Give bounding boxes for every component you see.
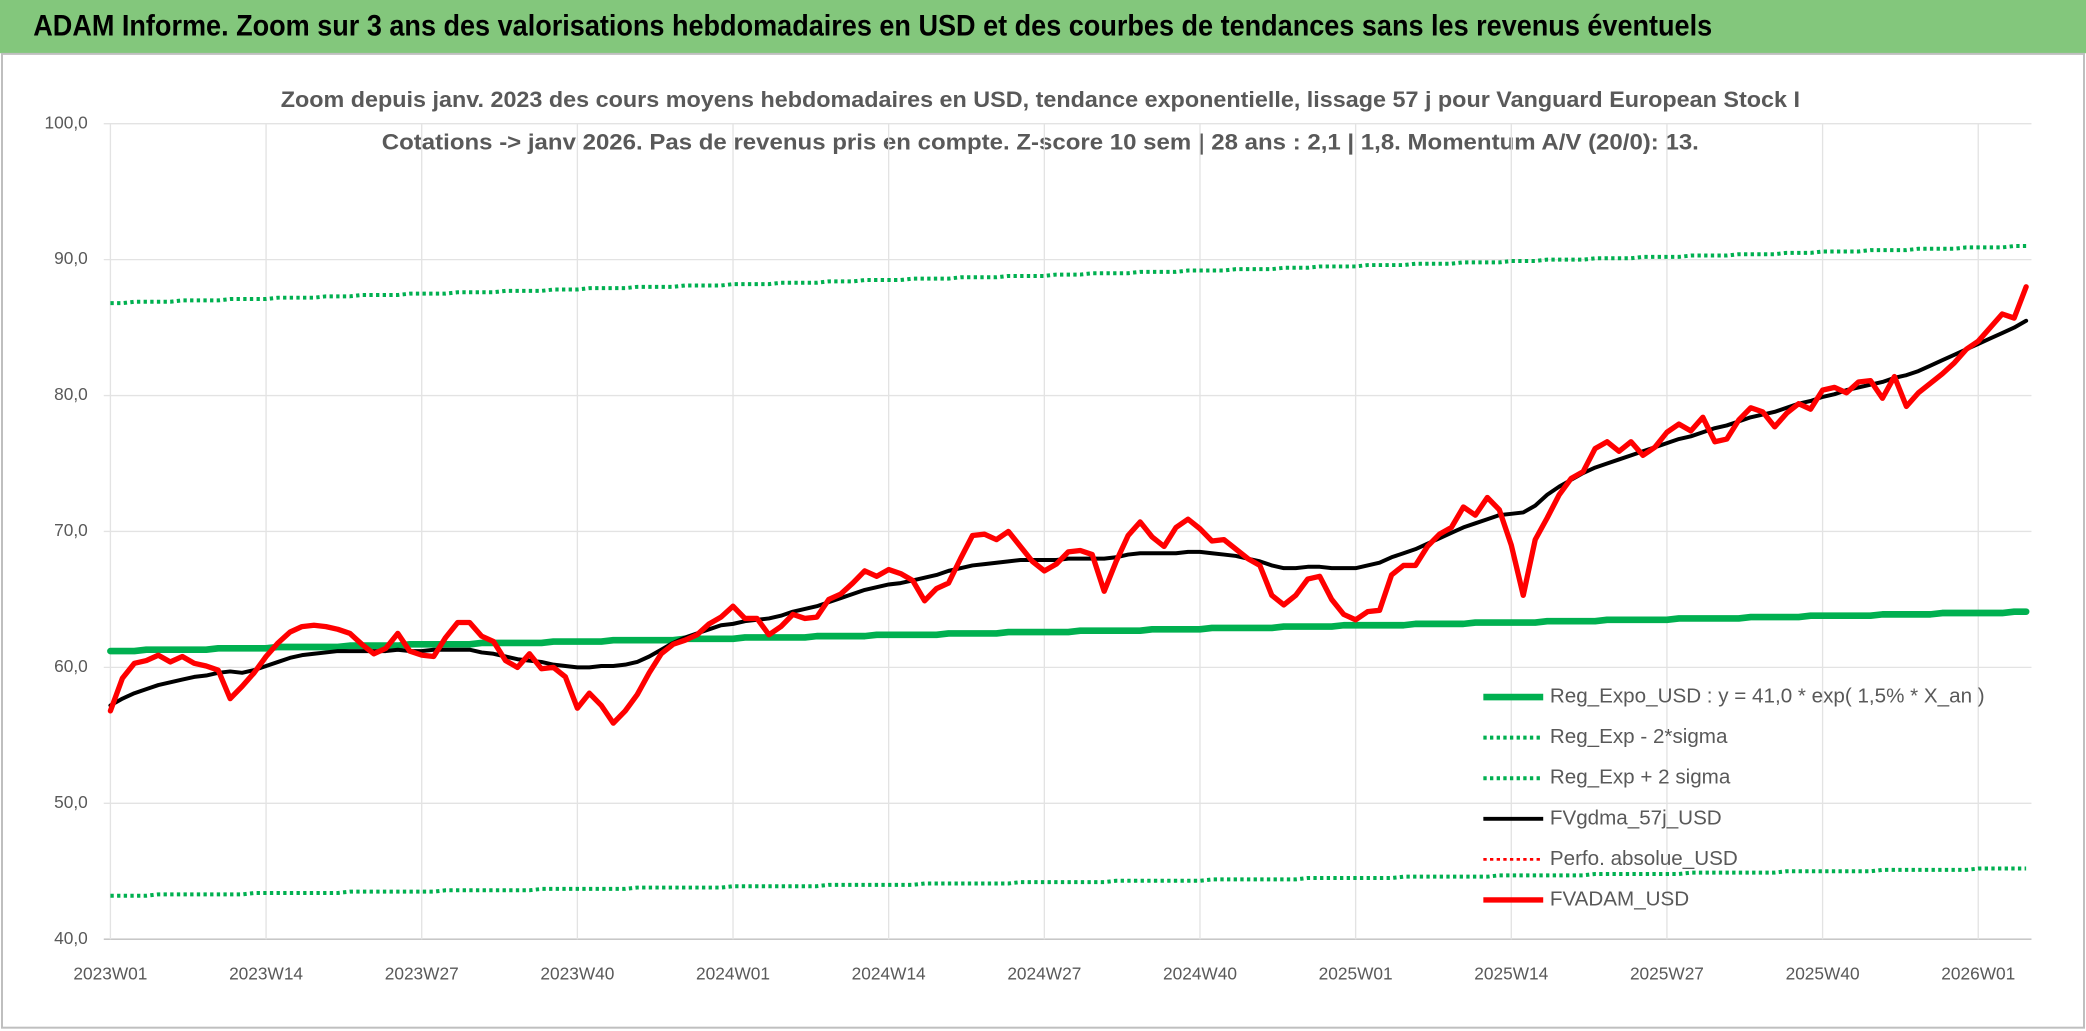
legend-label: Reg_Exp - 2*sigma	[1550, 725, 1728, 748]
series-line	[110, 866, 2027, 898]
x-tick-label: 2024W01	[696, 964, 770, 984]
legend-label: Perfo. absolue_USD	[1550, 847, 1738, 870]
chart-frame	[0, 52, 2086, 1029]
y-tick-label: 80,0	[54, 384, 88, 404]
legend-label: FVADAM_USD	[1550, 887, 1689, 910]
y-tick-label: 40,0	[54, 928, 88, 948]
x-tick-label: 2025W40	[1786, 964, 1860, 984]
series-line	[107, 608, 2030, 655]
x-tick-label: 2023W27	[385, 964, 459, 984]
x-tick-label: 2024W14	[852, 964, 926, 984]
legend-label: Reg_Exp + 2 sigma	[1550, 766, 1731, 789]
y-tick-label: 50,0	[54, 792, 88, 812]
series-line	[110, 244, 2027, 306]
legend-label: Reg_Expo_USD : y = 41,0 * exp( 1,5% * X_…	[1550, 685, 1985, 708]
x-tick-label: 2023W40	[540, 964, 614, 984]
plot-area	[107, 244, 2030, 898]
y-tick-label: 70,0	[54, 520, 88, 540]
x-tick-label: 2025W14	[1474, 964, 1548, 984]
x-tick-label: 2023W14	[229, 964, 303, 984]
header-bar	[0, 0, 2086, 54]
x-tick-label: 2024W27	[1007, 964, 1081, 984]
legend: Reg_Expo_USD : y = 41,0 * exp( 1,5% * X_…	[1483, 685, 1985, 910]
x-tick-label: 2024W40	[1163, 964, 1237, 984]
chart-subtitle: Cotations -> janv 2026. Pas de revenus p…	[382, 130, 1699, 155]
legend-label: FVgdma_57j_USD	[1550, 806, 1722, 829]
x-tick-label: 2025W01	[1319, 964, 1393, 984]
y-tick-label: 100,0	[45, 112, 88, 132]
series-line	[107, 284, 2029, 726]
chart-title: Zoom depuis janv. 2023 des cours moyens …	[281, 87, 1800, 112]
x-tick-label: 2026W01	[1941, 964, 2015, 984]
grid: 40,0 50,0 60,0 70,0 80,0 90,0 100,0 2023W01 2023…	[45, 112, 2032, 984]
y-tick-label: 90,0	[54, 248, 88, 268]
x-tick-label: 2025W27	[1630, 964, 1704, 984]
y-tick-label: 60,0	[54, 656, 88, 676]
x-tick-label: 2023W01	[73, 964, 147, 984]
header-title: ADAM Informe. Zoom sur 3 ans des valoris…	[33, 11, 1712, 43]
